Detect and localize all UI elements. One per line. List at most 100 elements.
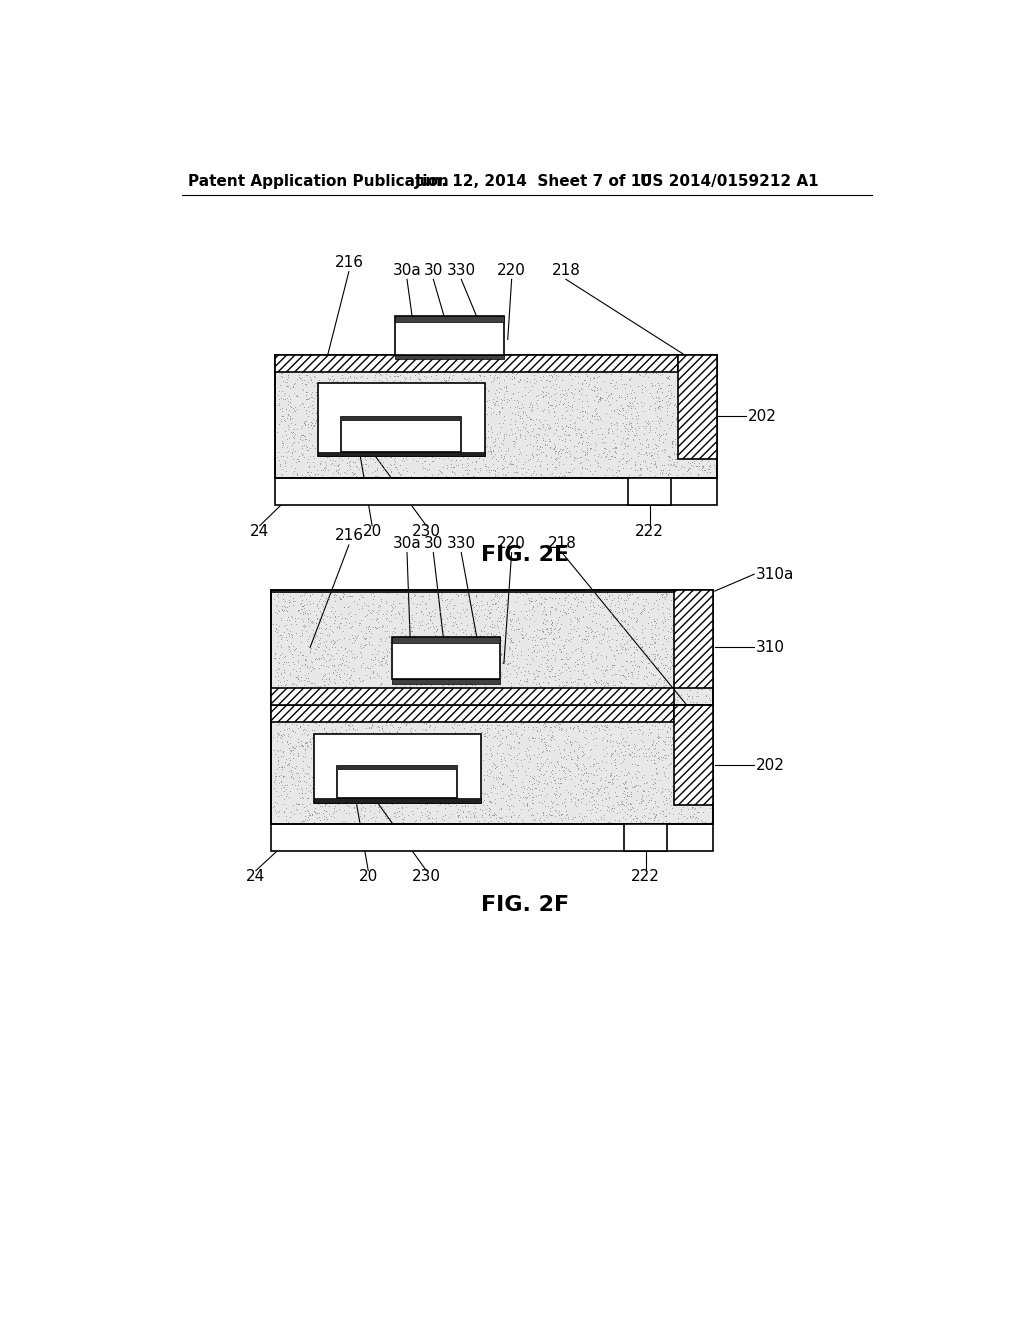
Point <box>570 422 587 444</box>
Point <box>271 692 288 713</box>
Point <box>297 648 313 669</box>
Point <box>306 643 323 664</box>
Point <box>326 781 342 803</box>
Point <box>335 760 351 781</box>
Point <box>388 775 404 796</box>
Point <box>551 441 567 462</box>
Point <box>279 614 295 635</box>
Point <box>279 684 295 705</box>
Point <box>313 731 330 752</box>
Point <box>684 586 700 607</box>
Point <box>342 713 358 734</box>
Point <box>284 624 300 645</box>
Point <box>467 706 483 727</box>
Point <box>296 615 312 636</box>
Point <box>439 595 456 616</box>
Point <box>331 792 347 813</box>
Point <box>273 430 290 451</box>
Point <box>301 367 317 388</box>
Point <box>306 632 323 653</box>
Point <box>546 729 562 750</box>
Point <box>518 583 535 605</box>
Point <box>385 760 401 781</box>
Point <box>464 675 480 696</box>
Point <box>488 710 505 731</box>
Bar <box>271 688 675 705</box>
Point <box>689 801 706 822</box>
Point <box>450 804 466 825</box>
Point <box>293 593 309 614</box>
Point <box>658 805 675 826</box>
Point <box>304 727 321 748</box>
Point <box>471 671 487 692</box>
Point <box>407 631 423 652</box>
Point <box>339 436 355 457</box>
Point <box>668 408 684 429</box>
Point <box>315 429 332 450</box>
Point <box>560 417 577 438</box>
Point <box>415 729 431 750</box>
Point <box>573 438 590 459</box>
Point <box>669 661 685 682</box>
Point <box>368 418 384 440</box>
Point <box>433 667 450 688</box>
Point <box>275 661 292 682</box>
Point <box>430 645 446 667</box>
Point <box>545 628 561 649</box>
Point <box>614 793 631 814</box>
Point <box>290 649 306 671</box>
Point <box>628 359 644 380</box>
Point <box>421 601 437 622</box>
Point <box>574 681 591 702</box>
Point <box>280 810 296 832</box>
Point <box>690 663 707 684</box>
Point <box>382 366 398 387</box>
Point <box>498 376 514 397</box>
Point <box>615 590 632 611</box>
Point <box>689 446 706 467</box>
Point <box>470 384 486 405</box>
Point <box>671 653 687 675</box>
Point <box>357 737 374 758</box>
Point <box>597 717 613 738</box>
Point <box>434 754 451 775</box>
Point <box>439 624 456 645</box>
Point <box>270 389 287 411</box>
Point <box>502 744 518 766</box>
Point <box>586 380 602 401</box>
Point <box>404 647 421 668</box>
Point <box>671 781 687 803</box>
Point <box>542 618 558 639</box>
Point <box>667 451 683 473</box>
Point <box>461 416 477 437</box>
Point <box>482 404 499 425</box>
Point <box>306 416 323 437</box>
Point <box>466 708 482 729</box>
Point <box>444 425 461 446</box>
Point <box>334 652 350 673</box>
Point <box>600 711 616 733</box>
Point <box>616 598 633 619</box>
Point <box>580 375 596 396</box>
Point <box>706 359 722 380</box>
Point <box>345 375 361 396</box>
Point <box>585 755 601 776</box>
Point <box>577 370 593 391</box>
Point <box>443 388 460 409</box>
Point <box>487 766 504 787</box>
Point <box>599 656 615 677</box>
Point <box>581 791 597 812</box>
Point <box>622 354 638 375</box>
Point <box>678 367 694 388</box>
Point <box>472 678 488 700</box>
Point <box>625 697 641 718</box>
Point <box>418 383 434 404</box>
Point <box>679 807 695 828</box>
Point <box>501 636 517 657</box>
Point <box>466 791 482 812</box>
Point <box>306 675 323 696</box>
Point <box>566 436 583 457</box>
Point <box>460 700 476 721</box>
Point <box>367 638 383 659</box>
Bar <box>337 766 458 799</box>
